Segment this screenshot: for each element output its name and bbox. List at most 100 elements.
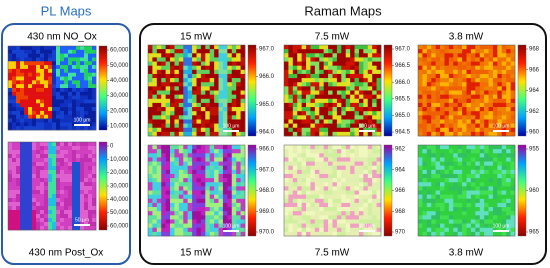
map-pixel xyxy=(462,86,467,90)
map-pixel xyxy=(444,78,449,82)
map-pixel xyxy=(427,219,432,223)
map-pixel xyxy=(422,153,427,157)
map-pixel xyxy=(40,99,44,103)
map-pixel xyxy=(319,86,324,90)
map-pixel xyxy=(480,203,485,207)
map-pixel xyxy=(8,69,12,73)
map-pixel xyxy=(64,69,68,73)
map-pixel xyxy=(80,77,84,81)
map-pixel xyxy=(28,190,32,194)
map-pixel xyxy=(288,111,293,115)
map-pixel xyxy=(297,91,302,95)
map-pixel xyxy=(497,49,502,53)
map-pixel xyxy=(28,88,32,92)
map-pixel xyxy=(418,149,423,153)
map-pixel xyxy=(157,174,162,178)
map-pixel xyxy=(157,203,162,207)
map-pixel xyxy=(440,157,445,161)
map-pixel xyxy=(453,53,458,57)
map-pixel xyxy=(72,194,76,198)
map-pixel xyxy=(241,178,246,182)
map-pixel xyxy=(471,195,476,199)
map-pixel xyxy=(418,124,423,128)
map-pixel xyxy=(502,153,507,157)
map-pixel xyxy=(44,122,48,126)
map-pixel xyxy=(293,170,298,174)
map-pixel xyxy=(337,86,342,90)
map-pixel xyxy=(489,132,494,136)
map-pixel xyxy=(48,194,52,198)
map-pixel xyxy=(458,45,463,49)
map-pixel xyxy=(197,174,202,178)
map-pixel xyxy=(506,132,511,136)
map-pixel xyxy=(232,115,237,119)
map-pixel xyxy=(328,95,333,99)
map-pixel xyxy=(232,166,237,170)
map-pixel xyxy=(497,132,502,136)
map-pixel xyxy=(484,228,489,232)
map-pixel xyxy=(489,45,494,49)
map-pixel xyxy=(306,132,311,136)
map-pixel xyxy=(297,203,302,207)
map-pixel xyxy=(363,115,368,119)
map-pixel xyxy=(422,224,427,228)
map-pixel xyxy=(92,73,96,77)
map-pixel xyxy=(297,62,302,66)
map-pixel xyxy=(36,107,40,111)
map-pixel xyxy=(497,211,502,215)
map-pixel xyxy=(161,224,166,228)
map-pixel xyxy=(84,54,88,58)
map-pixel xyxy=(359,111,364,115)
map-pixel xyxy=(24,198,28,202)
map-pixel xyxy=(484,74,489,78)
map-pixel xyxy=(20,142,24,146)
map-pixel xyxy=(493,149,498,153)
map-pixel xyxy=(350,45,355,49)
map-pixel xyxy=(372,103,377,107)
map-pixel xyxy=(462,115,467,119)
map-pixel xyxy=(475,128,480,132)
map-pixel xyxy=(288,199,293,203)
map-pixel xyxy=(166,99,171,103)
map-pixel xyxy=(493,107,498,111)
map-pixel xyxy=(475,182,480,186)
map-pixel xyxy=(64,214,68,218)
map-pixel xyxy=(157,153,162,157)
map-pixel xyxy=(64,119,68,123)
map-pixel xyxy=(152,219,157,223)
map-pixel xyxy=(511,203,516,207)
map-pixel xyxy=(24,111,28,115)
map-pixel xyxy=(166,124,171,128)
map-pixel xyxy=(12,69,16,73)
map-pixel xyxy=(346,203,351,207)
map-pixel xyxy=(24,190,28,194)
map-pixel xyxy=(293,74,298,78)
map-pixel xyxy=(60,111,64,115)
map-pixel xyxy=(359,86,364,90)
map-pixel xyxy=(471,74,476,78)
map-pixel xyxy=(363,162,368,166)
map-pixel xyxy=(355,149,360,153)
map-pixel xyxy=(174,49,179,53)
map-pixel xyxy=(40,84,44,88)
map-pixel xyxy=(324,115,329,119)
map-pixel xyxy=(431,182,436,186)
map-pixel xyxy=(56,150,60,154)
map-pixel xyxy=(16,214,20,218)
map-pixel xyxy=(188,70,193,74)
map-pixel xyxy=(205,219,210,223)
map-pixel xyxy=(449,153,454,157)
map-pixel xyxy=(310,57,315,61)
map-pixel xyxy=(422,86,427,90)
map-pixel xyxy=(232,111,237,115)
map-pixel xyxy=(174,195,179,199)
map-pixel xyxy=(467,207,472,211)
map-pixel xyxy=(359,99,364,103)
map-pixel xyxy=(179,191,184,195)
map-pixel xyxy=(236,174,241,178)
map-pixel xyxy=(84,158,88,162)
map-pixel xyxy=(192,224,197,228)
map-pixel xyxy=(467,195,472,199)
map-pixel xyxy=(297,174,302,178)
map-pixel xyxy=(497,74,502,78)
